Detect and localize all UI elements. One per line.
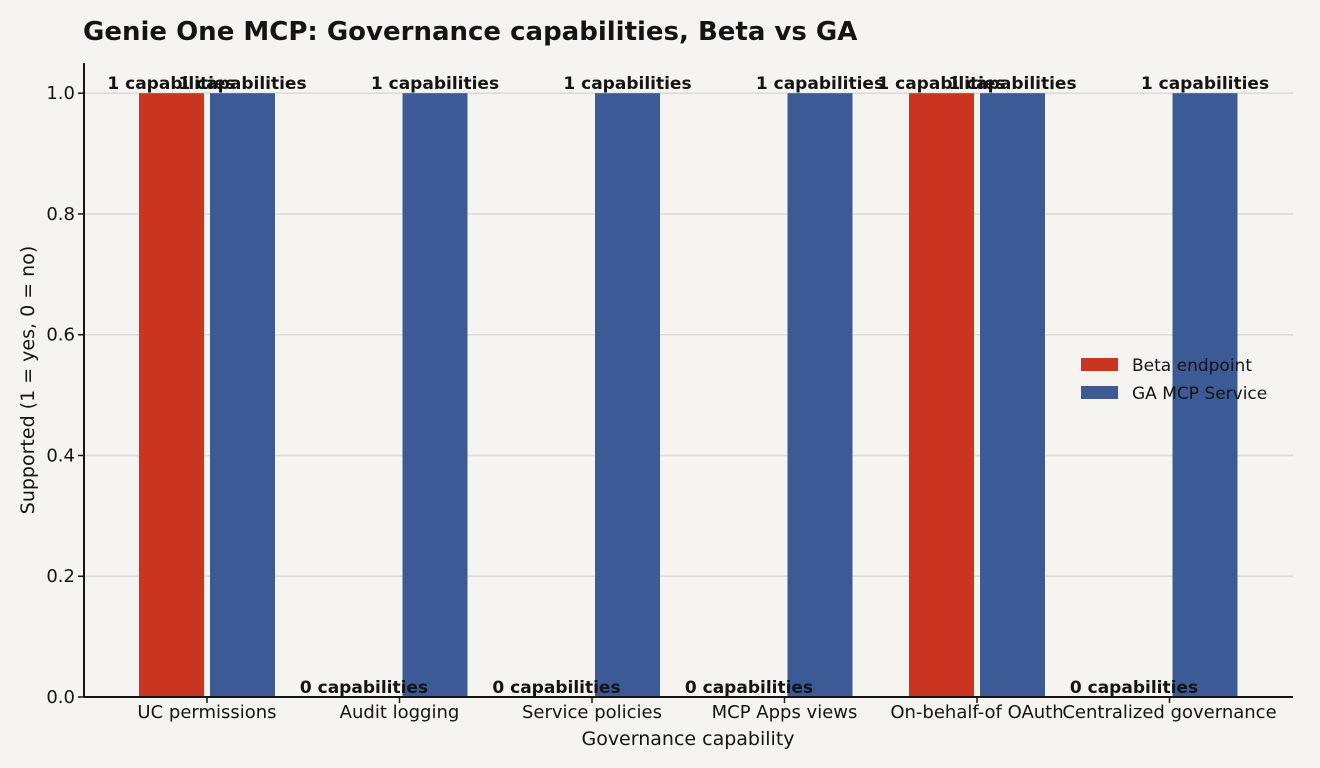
bar-value-label: 1 capabilities: [756, 74, 884, 94]
bar-value-label: 1 capabilities: [371, 74, 499, 94]
bar-value-label: 1 capabilities: [178, 74, 306, 94]
legend-swatch: [1081, 358, 1118, 371]
x-axis-label: Governance capability: [581, 728, 794, 750]
bar-value-label: 0 capabilities: [685, 678, 813, 698]
y-tick-label: 0.6: [46, 325, 75, 346]
x-ticks: UC permissions Audit logging Service polic…: [137, 697, 1277, 723]
y-axis-label: Supported (1 = yes, 0 = no): [17, 246, 39, 514]
bar-value-label: 1 capabilities: [107, 74, 235, 94]
bar-ga-mcp-service: [402, 93, 468, 697]
axes: [83, 63, 1293, 698]
bar-beta-endpoint: [139, 93, 204, 697]
bar-value-label: 0 capabilities: [492, 678, 620, 698]
y-tick-label: 0.4: [46, 445, 75, 466]
y-tick-label: 0.2: [46, 566, 75, 587]
y-tick-label: 1.0: [46, 83, 75, 104]
bar-ga-mcp-service: [210, 93, 275, 697]
legend-label: GA MCP Service: [1132, 384, 1267, 404]
x-tick-label: Service policies: [522, 702, 662, 723]
legend: Beta endpoint GA MCP Service: [1081, 356, 1267, 404]
bar-ga-mcp-service: [980, 93, 1045, 697]
bar-value-label: 1 capabilities: [877, 74, 1005, 94]
bar-value-label: 1 capabilities: [948, 74, 1076, 94]
x-tick-label: Centralized governance: [1062, 702, 1276, 723]
y-ticks: 0.0 0.2 0.4 0.6 0.8 1.0: [46, 83, 84, 708]
legend-label: Beta endpoint: [1132, 356, 1252, 376]
x-tick-label: UC permissions: [137, 702, 276, 723]
bar-beta-endpoint: [909, 93, 974, 697]
bar-value-label: 1 capabilities: [563, 74, 691, 94]
bar-ga-mcp-service: [1172, 93, 1238, 697]
x-tick-label: Audit logging: [340, 702, 460, 723]
bar-value-label: 0 capabilities: [1070, 678, 1198, 698]
bar-value-label: 1 capabilities: [1141, 74, 1269, 94]
y-tick-label: 0.0: [46, 687, 75, 708]
y-tick-label: 0.8: [46, 204, 75, 225]
bar-ga-mcp-service: [787, 93, 853, 697]
x-tick-label: MCP Apps views: [712, 702, 858, 723]
legend-swatch: [1081, 386, 1118, 399]
chart-title: Genie One MCP: Governance capabilities, …: [83, 17, 857, 47]
bars: [139, 93, 1238, 697]
bar-value-label: 0 capabilities: [300, 678, 428, 698]
x-tick-label: On-behalf-of OAuth: [890, 702, 1063, 723]
bar-ga-mcp-service: [595, 93, 660, 697]
